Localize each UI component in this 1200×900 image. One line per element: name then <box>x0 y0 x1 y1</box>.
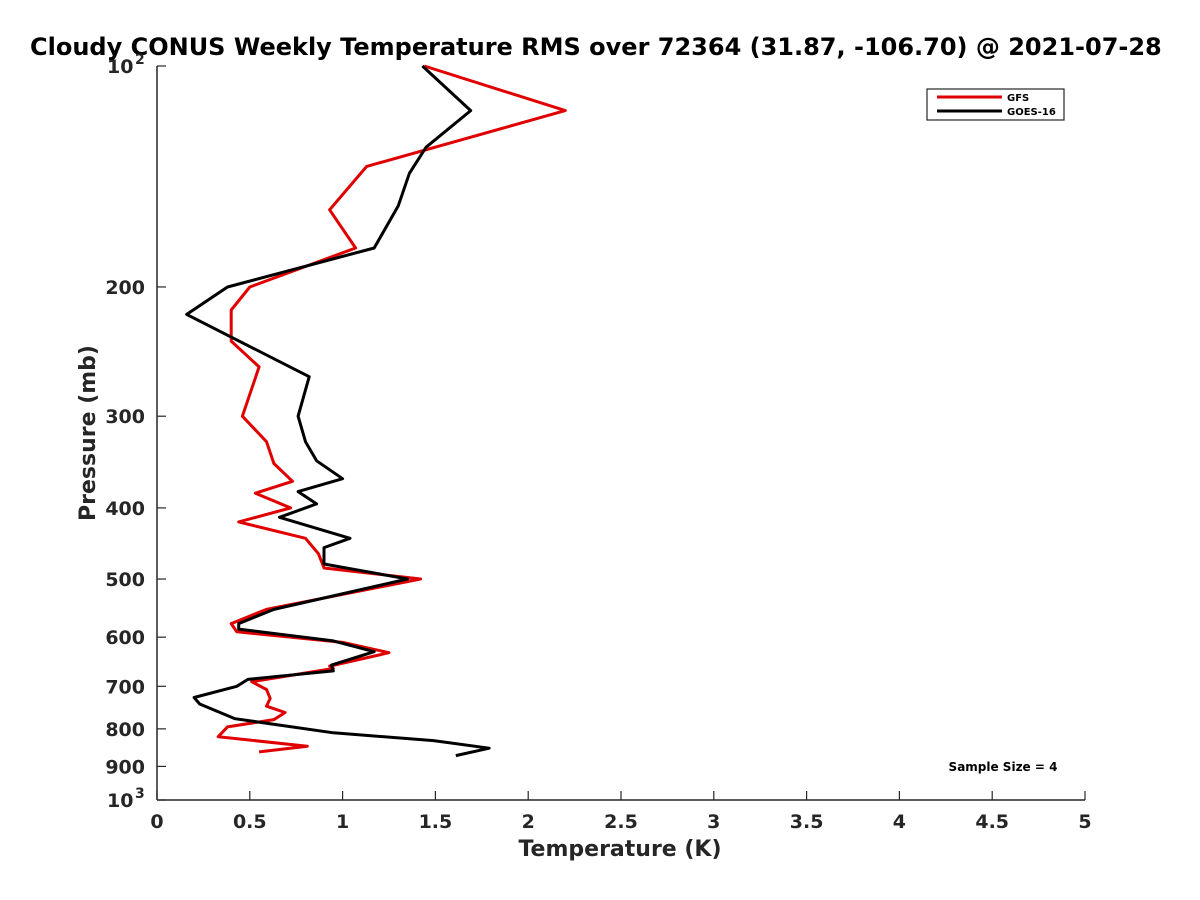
x-tick-label: 4 <box>893 811 906 833</box>
y-tick-label: 10 2 <box>107 52 145 78</box>
y-tick-label: 500 <box>105 569 145 591</box>
x-tick-label: 2 <box>522 811 535 833</box>
y-tick-label: 600 <box>105 627 145 649</box>
legend-box <box>926 88 1065 121</box>
x-tick-label: 2.5 <box>604 811 638 833</box>
x-tick-label: 3.5 <box>790 811 824 833</box>
series-line-gfs <box>216 64 567 754</box>
y-tick-label: 10 3 <box>107 786 145 812</box>
y-axis-label: Pressure (mb) <box>76 345 101 521</box>
legend-label: GOES-16 <box>1007 107 1056 118</box>
legend-label: GFS <box>1007 93 1029 104</box>
series-line-goes-16 <box>185 64 491 758</box>
x-tick-label: 0 <box>150 811 163 833</box>
y-tick-label: 700 <box>105 676 145 698</box>
y-tick-label: 800 <box>105 719 145 741</box>
chart-title: Cloudy CONUS Weekly Temperature RMS over… <box>30 33 1162 61</box>
y-tick-label: 400 <box>105 498 145 520</box>
x-tick-label: 3 <box>707 811 720 833</box>
y-tick-label: 200 <box>105 277 145 299</box>
axes: 0 0.5 1 1.5 2 2.5 3 3.5 4 4.5 5 10 2 200 300 400 500 600 7… <box>105 52 1091 833</box>
x-tick-label: 4.5 <box>975 811 1009 833</box>
y-tick-label: 300 <box>105 406 145 428</box>
x-axis-label: Temperature (K) <box>518 837 721 862</box>
x-tick-label: 0.5 <box>233 811 267 833</box>
x-tick-label: 1 <box>336 811 349 833</box>
x-tick-label: 5 <box>1078 811 1091 833</box>
legend: GFS GOES-16 <box>926 88 1065 121</box>
y-tick-label: 900 <box>105 756 145 778</box>
sample-size-annotation: Sample Size = 4 <box>949 760 1058 774</box>
plot-area <box>185 64 567 758</box>
x-tick-label: 1.5 <box>419 811 453 833</box>
